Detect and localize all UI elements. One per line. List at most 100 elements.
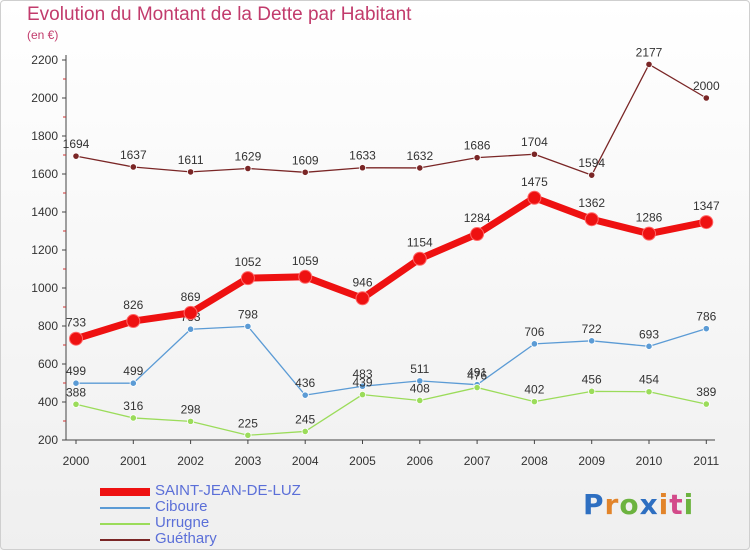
data-label: 408 [410,381,430,395]
chart-title: Evolution du Montant de la Dette par Hab… [27,4,412,25]
y-tick-label: 1200 [31,243,58,257]
x-tick-label: 2007 [464,454,491,468]
data-point [416,164,424,172]
x-tick-label: 2005 [349,454,376,468]
data-point [416,377,424,385]
data-label: 946 [352,275,372,289]
data-point [301,168,309,176]
x-tick-label: 2006 [406,454,433,468]
data-point [301,391,309,399]
series-line-1 [75,325,707,396]
proxiti-logo: Proxiti [583,488,695,521]
data-label: 1637 [120,148,147,162]
data-label: 1347 [693,199,720,213]
data-label: 1632 [406,149,433,163]
data-point [244,164,252,173]
data-label: 1694 [63,137,90,151]
legend-swatch [100,507,150,509]
data-label: 1052 [235,255,262,269]
series-line-2 [75,386,707,436]
x-tick-label: 2003 [235,454,262,468]
x-tick-label: 2008 [521,454,548,468]
data-point [240,271,255,286]
data-label: 798 [238,307,258,321]
data-point [584,212,599,227]
data-point [588,171,596,179]
y-tick-label: 1800 [31,129,58,143]
data-point [69,331,83,346]
data-point [187,325,195,333]
x-tick-label: 2002 [177,454,204,468]
x-tick-label: 2011 [693,454,719,468]
data-point [530,340,539,348]
data-label: 1475 [521,175,548,189]
legend-label: Urrugne [155,514,210,531]
data-point [473,154,481,162]
data-point [702,325,710,333]
data-label: 2177 [636,45,663,59]
data-point [298,269,313,284]
y-tick-label: 1600 [31,167,58,181]
data-label: 476 [467,369,487,383]
y-tick-label: 400 [38,395,58,409]
data-label: 1286 [636,211,663,225]
x-tick-label: 2001 [120,454,147,468]
data-label: 1704 [521,135,548,149]
data-point [72,379,80,387]
data-label: 245 [295,412,315,426]
x-tick-label: 2009 [578,454,605,468]
legend-swatch [100,539,150,541]
data-point [645,342,653,350]
data-label: 388 [66,385,86,399]
data-point [416,396,424,405]
series-line-3 [75,63,707,176]
data-point [530,150,539,158]
legend-swatch [100,488,150,496]
data-label: 1362 [578,196,605,210]
data-label: 316 [123,399,143,413]
chart-unit-label: (en €) [27,28,59,42]
data-point [358,164,367,172]
data-point [530,398,539,406]
y-tick-label: 800 [38,319,58,333]
data-label: 722 [582,322,602,336]
data-label: 1284 [464,211,491,225]
data-label: 298 [181,402,201,416]
y-tick-label: 1000 [31,281,58,295]
data-point [470,227,485,242]
legend-swatch [100,523,150,525]
data-point [527,190,542,205]
data-label: 1154 [407,236,433,250]
data-label: 1609 [292,153,319,167]
data-point [645,60,653,68]
data-point [183,305,198,320]
x-tick-label: 2010 [636,454,663,468]
data-label: 1059 [292,254,319,268]
data-label: 499 [66,364,86,378]
data-point [473,383,481,392]
data-label: 1629 [235,149,262,163]
data-label: 693 [639,327,659,341]
data-label: 439 [352,376,372,390]
data-point [72,152,80,160]
data-label: 491 [467,366,487,380]
data-point [187,417,195,425]
legend-label: SAINT-JEAN-DE-LUZ [155,482,301,499]
data-point [642,226,656,241]
y-tick-label: 2000 [31,91,58,105]
data-point [129,379,137,387]
data-label: 483 [352,367,372,381]
data-label: 225 [238,416,258,430]
data-label: 733 [66,316,86,330]
data-label: 511 [410,362,429,376]
data-point [244,431,252,439]
data-point [129,163,137,171]
data-label: 1594 [578,156,605,170]
data-point [699,215,714,230]
data-point [355,291,370,306]
legend-label: Ciboure [155,498,208,515]
data-point [187,168,195,176]
data-point [126,314,141,329]
data-point [588,387,596,395]
